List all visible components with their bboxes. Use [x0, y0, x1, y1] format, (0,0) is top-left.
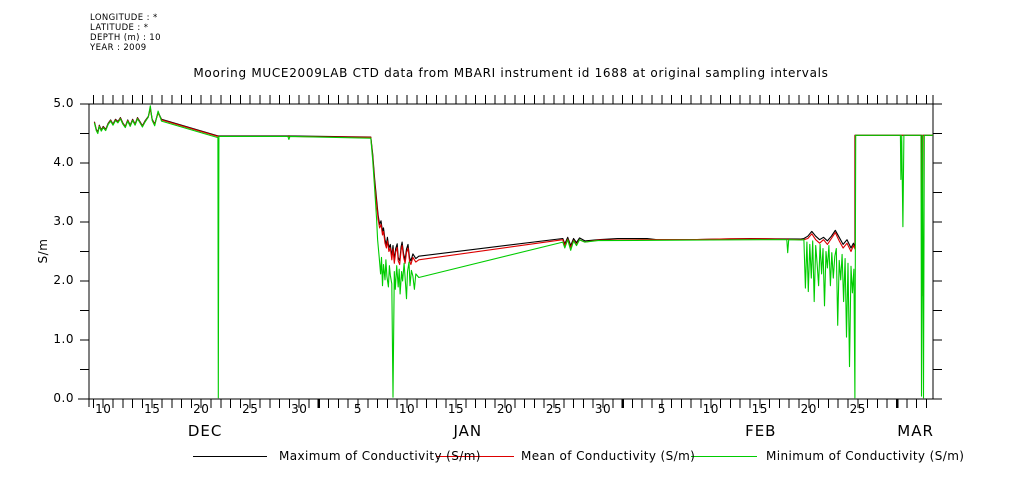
- y-tick-label: 2.0: [53, 273, 74, 287]
- x-tick-label: 15: [751, 402, 768, 416]
- x-tick-label: 15: [144, 402, 161, 416]
- y-tick-label: 5.0: [53, 96, 74, 110]
- x-tick-label: 10: [95, 402, 112, 416]
- x-tick-label: 20: [193, 402, 210, 416]
- x-tick-label: 25: [849, 402, 866, 416]
- legend-label-1: Mean of Conductivity (S/m): [521, 449, 696, 463]
- y-tick-label: 3.0: [53, 214, 74, 228]
- month-label: DEC: [187, 422, 223, 440]
- x-tick-label: 20: [496, 402, 514, 416]
- y-tick-label: 4.0: [53, 155, 74, 169]
- chart-title: Mooring MUCE2009LAB CTD data from MBARI …: [193, 66, 829, 80]
- x-tick-label: 5: [353, 402, 363, 416]
- x-tick-label: 30: [594, 402, 612, 416]
- y-tick-label: 0.0: [53, 391, 74, 405]
- month-label: JAN: [453, 422, 483, 440]
- metadata-line: DEPTH (m) : 10: [90, 33, 161, 43]
- series-line-maximum: [93, 107, 933, 262]
- series-line-minimum: [93, 105, 933, 399]
- x-tick-label: 10: [702, 402, 719, 416]
- x-tick-label: 5: [657, 402, 666, 416]
- x-tick-label: 25: [545, 402, 563, 416]
- metadata-line: LONGITUDE : *: [90, 13, 158, 23]
- x-tick-label: 20: [800, 402, 817, 416]
- x-tick-label: 30: [291, 402, 308, 416]
- month-label: FEB: [745, 422, 777, 440]
- x-tick-label: 10: [398, 402, 416, 416]
- month-label: MAR: [897, 422, 934, 440]
- legend-label-0: Maximum of Conductivity (S/m): [279, 449, 481, 463]
- y-tick-label: 1.0: [53, 332, 74, 346]
- metadata-line: YEAR : 2009: [90, 43, 147, 53]
- metadata-block: LONGITUDE : * LATITUDE : * DEPTH (m) : 10 Y…: [90, 13, 161, 53]
- metadata-line: LATITUDE : *: [90, 23, 149, 33]
- legend-label-2: Minimum of Conductivity (S/m): [766, 449, 965, 463]
- x-tick-label: 15: [447, 402, 465, 416]
- x-tick-label: 25: [242, 402, 259, 416]
